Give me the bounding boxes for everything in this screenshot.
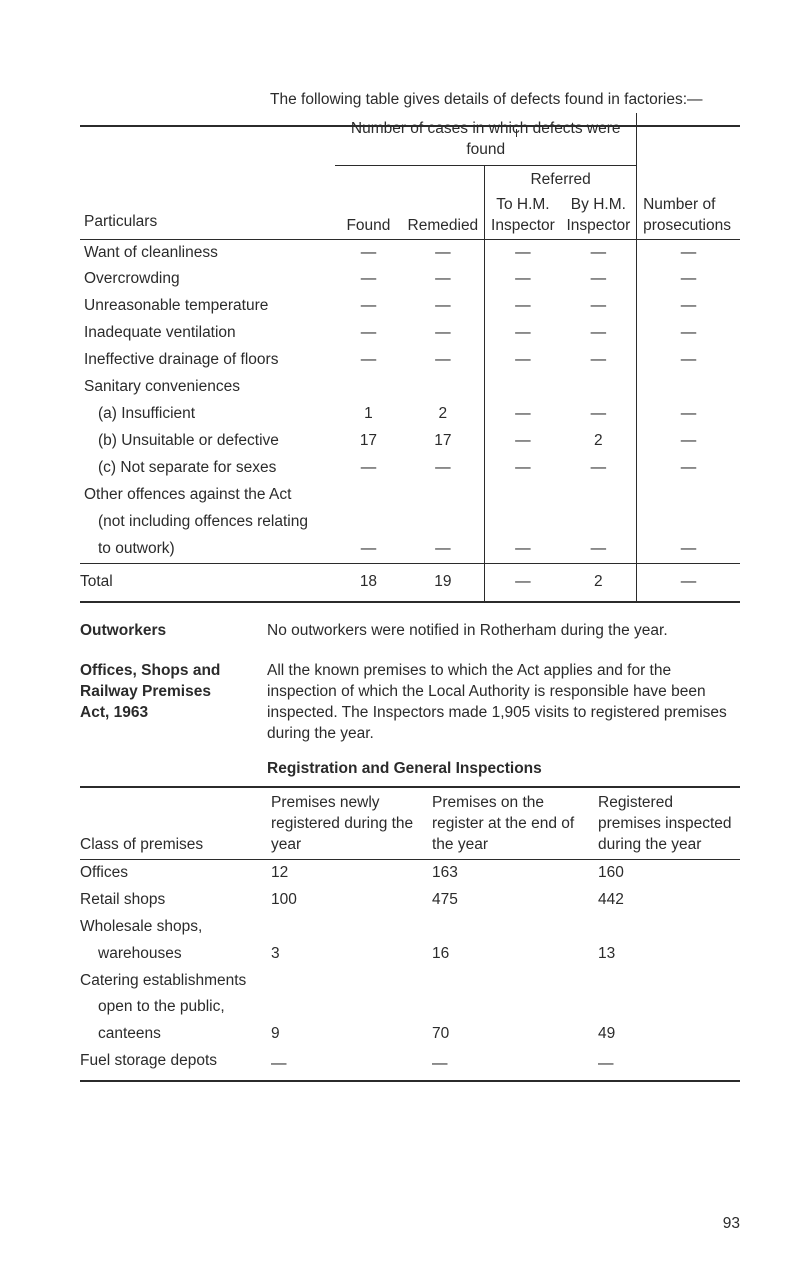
sanitary-header: Sanitary conveniences <box>80 374 335 401</box>
other-l2: (not including offences relating <box>80 509 335 536</box>
intro-text: The following table gives details of def… <box>270 90 740 111</box>
row-label: (a) Insufficient <box>80 401 335 428</box>
outworkers-label: Outworkers <box>80 621 267 642</box>
col-ref-by: By H.M.Inspector <box>561 193 637 239</box>
row-label: Inadequate ventilation <box>80 320 335 347</box>
catering-l3: canteens <box>80 1021 271 1048</box>
col-class: Class of premises <box>80 790 271 859</box>
col-remedied: Remedied <box>402 193 485 239</box>
premises-table: Class of premises Premises newly registe… <box>80 786 740 1082</box>
fuel-label: Fuel storage depots <box>80 1048 271 1081</box>
row-label: Ineffective drainage of floors <box>80 347 335 374</box>
total-label: Total <box>80 563 335 601</box>
other-l3: to outwork) <box>80 536 335 563</box>
col-reg: Premises on the register at the end of t… <box>432 790 598 859</box>
row-label: Want of cleanliness <box>80 239 335 266</box>
row-label: Retail shops <box>80 887 271 914</box>
offices-text: All the known premises to which the Act … <box>267 661 740 745</box>
other-l1: Other offences against the Act <box>80 482 335 509</box>
col-found: Found <box>335 193 401 239</box>
referred-label: Referred <box>485 165 637 192</box>
registration-subhead: Registration and General Inspections <box>267 759 740 780</box>
col-particulars: Particulars <box>80 193 335 239</box>
catering-l2: open to the public, <box>80 994 271 1021</box>
col-new: Premises newly registered during the yea… <box>271 790 432 859</box>
row-label: Offices <box>80 859 271 886</box>
offices-label: Offices, Shops and Railway Premises Act,… <box>80 661 267 745</box>
col-ref-to: To H.M.Inspector <box>485 193 561 239</box>
row-label: Unreasonable temperature <box>80 293 335 320</box>
row-label: (c) Not separate for sexes <box>80 455 335 482</box>
wholesale-l1: Wholesale shops, <box>80 914 271 941</box>
row-label: (b) Unsuitable or defective <box>80 428 335 455</box>
wholesale-l2: warehouses <box>80 941 271 968</box>
outworkers-text: No outworkers were notified in Rotherham… <box>267 621 740 642</box>
row-label: Overcrowding <box>80 266 335 293</box>
catering-l1: Catering establishments <box>80 968 271 995</box>
page-number: 93 <box>723 1214 740 1235</box>
col-prosecutions: Number ofprosecutions <box>637 193 740 239</box>
defects-table-main: Number of cases in which defects were fo… <box>80 113 740 603</box>
col-insp: Registered premises inspected during the… <box>598 790 740 859</box>
group-header: Number of cases in which defects were fo… <box>335 113 636 165</box>
